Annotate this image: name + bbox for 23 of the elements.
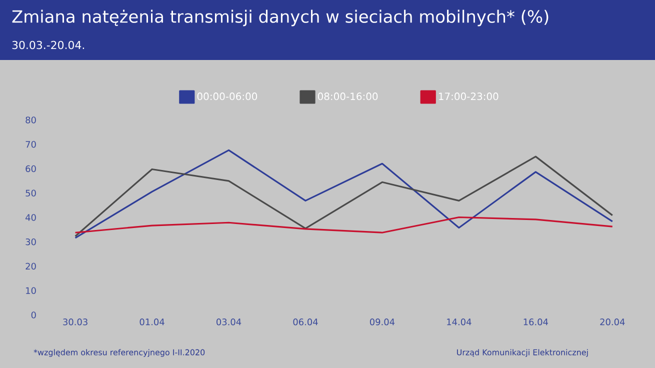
legend-label: 08:00-16:00	[318, 92, 378, 100]
chart-subtitle: 30.03.-20.04.	[12, 40, 84, 50]
x-tick-label: 06.04	[293, 318, 318, 326]
x-tick-label: 01.04	[140, 318, 164, 326]
x-tick-label: 30.03	[63, 318, 88, 326]
y-tick-label: 30	[26, 238, 36, 246]
y-tick-label: 60	[26, 165, 36, 172]
x-tick-label: 03.04	[216, 318, 242, 326]
x-tick-label: 16.04	[524, 318, 548, 326]
y-tick-label: 50	[26, 190, 36, 197]
legend-label: 00:00-06:00	[197, 92, 258, 100]
y-tick-label: 0	[31, 312, 36, 318]
chart-title: Zmiana natężenia transmisji danych w sieciach mobilnych* (%)	[12, 10, 548, 26]
y-tick-label: 70	[26, 140, 36, 148]
y-tick-label: 20	[26, 262, 36, 270]
y-tick-label: 40	[26, 214, 36, 221]
x-tick-label: 09.04	[370, 318, 395, 326]
x-tick-label: 20.04	[600, 318, 625, 326]
legend-label: 17:00-23:00	[438, 92, 498, 100]
y-tick-label: 10	[26, 287, 36, 294]
y-tick-label: 80	[26, 116, 36, 124]
line-series	[74, 216, 614, 234]
x-tick-label: 14.04	[447, 318, 472, 326]
